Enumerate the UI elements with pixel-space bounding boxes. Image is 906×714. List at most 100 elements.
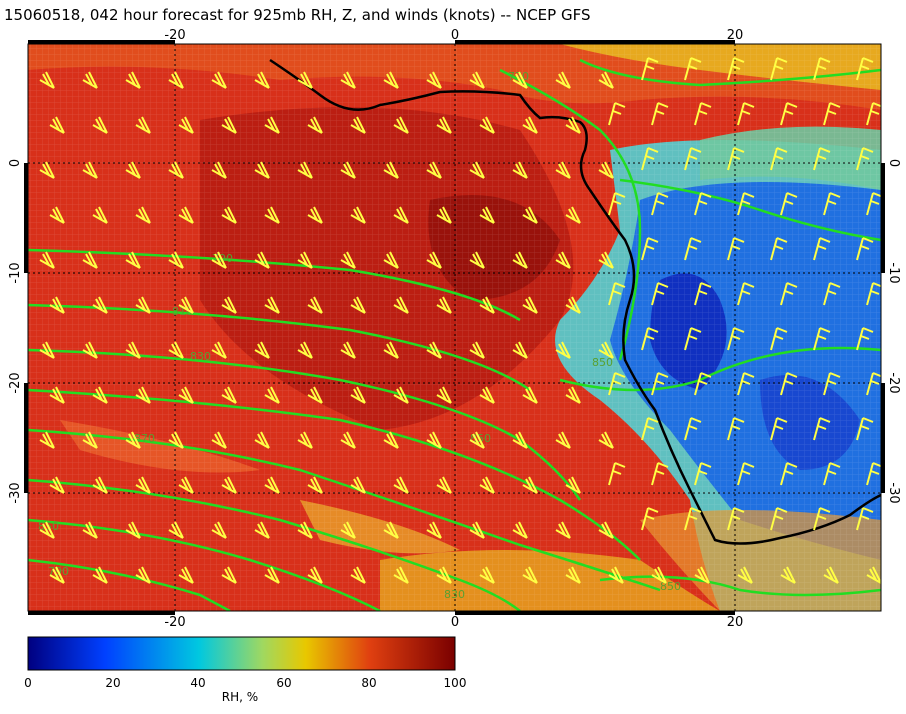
wind-barb (39, 521, 55, 539)
wind-barb (340, 521, 356, 539)
wind-barb (135, 116, 151, 134)
wind-barb (469, 341, 485, 359)
contour-label: 830 (444, 588, 465, 601)
wind-barb (135, 476, 151, 494)
wind-barb (426, 431, 442, 449)
y-tick-right: -10 (886, 262, 901, 283)
wind-barb (555, 71, 571, 89)
wind-barb (340, 341, 356, 359)
colorbar-tick: 60 (276, 676, 292, 690)
wind-barb (135, 296, 151, 314)
wind-barb (479, 206, 495, 224)
colorbar-tick: 80 (361, 676, 377, 690)
wind-barb (651, 372, 669, 396)
wind-barb (598, 161, 614, 179)
wind-barb (125, 341, 141, 359)
wind-barb (92, 476, 108, 494)
wind-barb (694, 102, 712, 126)
wind-barb (254, 161, 270, 179)
wind-barb (49, 386, 65, 404)
wind-barb (264, 206, 280, 224)
wind-barb (221, 386, 237, 404)
colorbar-tick: 20 (105, 676, 121, 690)
wind-barb (823, 372, 841, 396)
wind-barb (684, 327, 702, 351)
contour-label: 870 (134, 432, 155, 445)
wind-barb (82, 431, 98, 449)
wind-barb (866, 102, 881, 126)
wind-barb (684, 507, 702, 531)
wind-barb (49, 476, 65, 494)
wind-barb (684, 147, 702, 171)
wind-barb (780, 102, 798, 126)
wind-barb (82, 161, 98, 179)
wind-barb (82, 71, 98, 89)
wind-barb (297, 251, 313, 269)
wind-barb (770, 417, 788, 441)
wind-barb (125, 251, 141, 269)
wind-barb (780, 462, 798, 486)
wind-barb (340, 71, 356, 89)
wind-barb (426, 521, 442, 539)
graticule (28, 44, 881, 611)
wind-barb (694, 462, 712, 486)
wind-barb (780, 282, 798, 306)
wind-barb (82, 521, 98, 539)
wind-barb (254, 341, 270, 359)
wind-barb (856, 327, 874, 351)
wind-barb (737, 102, 755, 126)
wind-barb (813, 327, 831, 351)
wind-barb (307, 116, 323, 134)
wind-barb (469, 251, 485, 269)
wind-barb (694, 372, 712, 396)
wind-barb (254, 71, 270, 89)
wind-barb (479, 566, 495, 584)
wind-barb (426, 161, 442, 179)
wind-barb (598, 341, 614, 359)
wind-barb (780, 192, 798, 216)
wind-barb (383, 431, 399, 449)
rh-field (28, 44, 881, 611)
wind-barb (168, 431, 184, 449)
wind-barb (823, 462, 841, 486)
wind-barb (866, 192, 881, 216)
wind-barb (479, 296, 495, 314)
wind-barb (436, 386, 452, 404)
wind-barb (297, 431, 313, 449)
wind-barb (770, 147, 788, 171)
wind-barb (727, 237, 745, 261)
wind-barb (211, 71, 227, 89)
wind-barb (168, 251, 184, 269)
wind-barb (383, 251, 399, 269)
wind-barb (436, 566, 452, 584)
wind-barb (694, 282, 712, 306)
wind-barb (727, 57, 745, 81)
wind-barb (178, 386, 194, 404)
contour-label: 850 (592, 356, 613, 369)
wind-barb (82, 341, 98, 359)
wind-barb (598, 431, 614, 449)
wind-barb (168, 521, 184, 539)
wind-barb (436, 296, 452, 314)
wind-barb (512, 521, 528, 539)
coastline (269, 58, 881, 545)
wind-barb (39, 251, 55, 269)
wind-barb (866, 372, 881, 396)
wind-barb (512, 431, 528, 449)
wind-barb (856, 417, 874, 441)
wind-barbs (39, 57, 881, 584)
wind-barb (823, 566, 839, 584)
wind-barb (866, 462, 881, 486)
wind-barb (39, 341, 55, 359)
wind-barb (651, 566, 667, 584)
x-tick-bottom: 20 (727, 615, 744, 630)
wind-barb (49, 296, 65, 314)
wind-barb (350, 386, 366, 404)
wind-barb (522, 116, 538, 134)
wind-barb (469, 521, 485, 539)
wind-barb (813, 417, 831, 441)
x-tick-bottom: 0 (451, 615, 459, 630)
wind-barb (221, 296, 237, 314)
wind-barb (608, 282, 626, 306)
